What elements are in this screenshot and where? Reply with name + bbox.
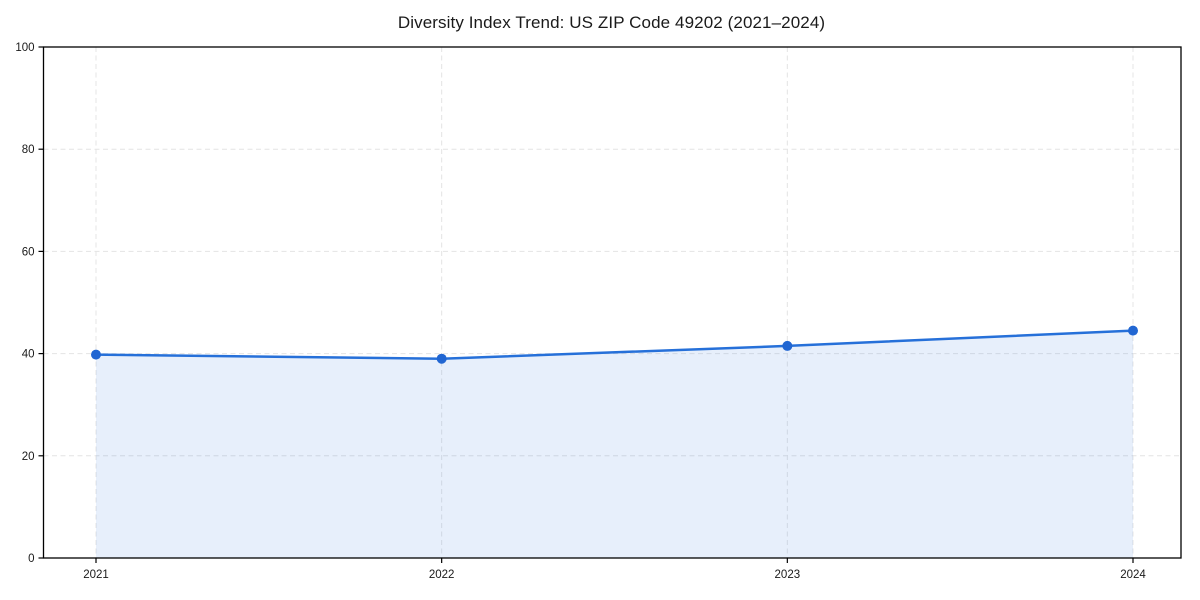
data-point-2022 [436, 353, 447, 364]
trend-line [94, 329, 1135, 360]
y-tick-label: 0 [28, 553, 34, 565]
area-fill [96, 330, 1133, 558]
y-tick-label: 60 [22, 246, 35, 258]
plot-border [42, 46, 1182, 559]
y-tick-label: 100 [15, 42, 34, 54]
y-tick-label: 20 [22, 451, 35, 463]
x-tick-label: 2022 [429, 569, 455, 581]
y-tick-label: 80 [22, 144, 35, 156]
y-tick-label: 40 [22, 349, 35, 361]
data-point-2021 [91, 349, 101, 360]
x-tick-label: 2023 [775, 569, 801, 581]
x-tick-label: 2024 [1120, 569, 1146, 581]
chart-title: Diversity Index Trend: US ZIP Code 49202… [397, 13, 826, 32]
data-point-2023 [782, 340, 793, 351]
x-tick-label: 2021 [83, 569, 109, 581]
data-point-2024 [1128, 325, 1138, 336]
